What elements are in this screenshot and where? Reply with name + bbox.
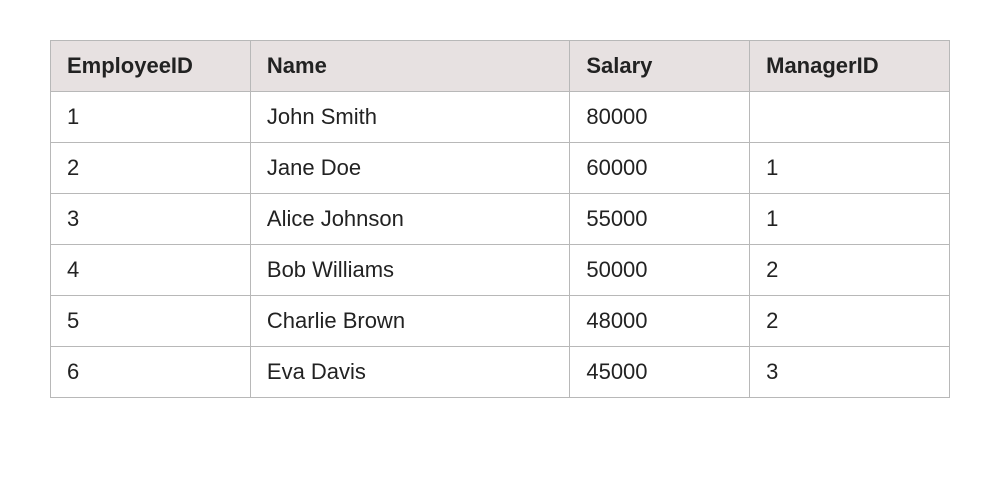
cell-salary: 48000 [570,296,750,347]
cell-managerid: 3 [750,347,950,398]
cell-managerid: 2 [750,296,950,347]
cell-managerid: 1 [750,194,950,245]
cell-salary: 45000 [570,347,750,398]
column-header-salary: Salary [570,41,750,92]
cell-salary: 55000 [570,194,750,245]
cell-employeeid: 1 [51,92,251,143]
cell-employeeid: 2 [51,143,251,194]
cell-salary: 80000 [570,92,750,143]
cell-name: Alice Johnson [250,194,569,245]
cell-name: Eva Davis [250,347,569,398]
cell-managerid: 2 [750,245,950,296]
table-row: 1 John Smith 80000 [51,92,950,143]
cell-salary: 50000 [570,245,750,296]
cell-name: John Smith [250,92,569,143]
cell-employeeid: 3 [51,194,251,245]
cell-managerid: 1 [750,143,950,194]
table-row: 5 Charlie Brown 48000 2 [51,296,950,347]
cell-name: Jane Doe [250,143,569,194]
employee-table: EmployeeID Name Salary ManagerID 1 John … [50,40,950,398]
cell-employeeid: 4 [51,245,251,296]
cell-name: Charlie Brown [250,296,569,347]
cell-employeeid: 5 [51,296,251,347]
column-header-name: Name [250,41,569,92]
cell-employeeid: 6 [51,347,251,398]
table-row: 6 Eva Davis 45000 3 [51,347,950,398]
cell-name: Bob Williams [250,245,569,296]
table-row: 4 Bob Williams 50000 2 [51,245,950,296]
table-row: 3 Alice Johnson 55000 1 [51,194,950,245]
column-header-managerid: ManagerID [750,41,950,92]
table-row: 2 Jane Doe 60000 1 [51,143,950,194]
table-header-row: EmployeeID Name Salary ManagerID [51,41,950,92]
cell-managerid [750,92,950,143]
cell-salary: 60000 [570,143,750,194]
column-header-employeeid: EmployeeID [51,41,251,92]
